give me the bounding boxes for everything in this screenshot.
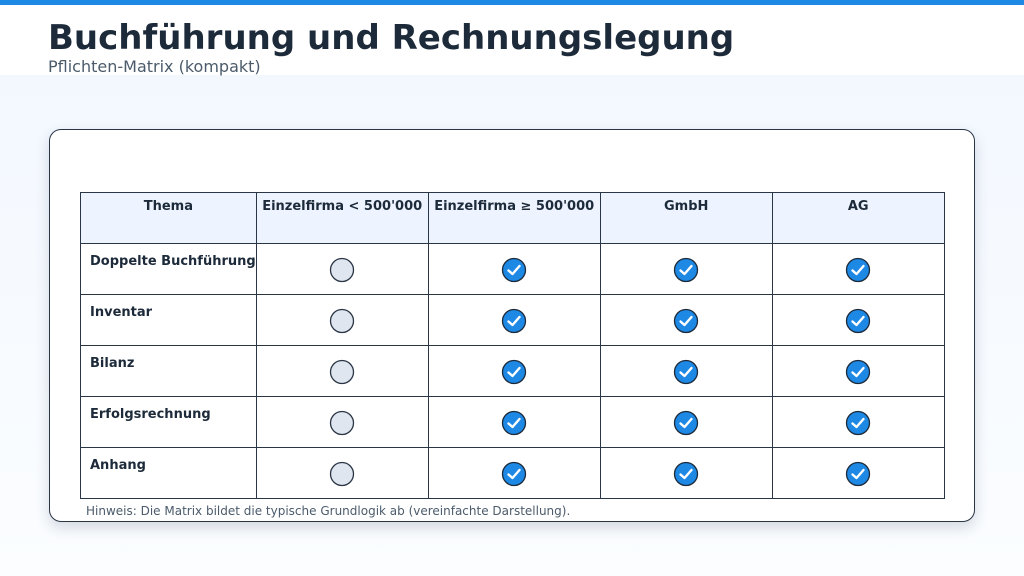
header-row: Thema Einzelfirma < 500'000 Einzelfirma ≥ … bbox=[80, 192, 945, 244]
check-mark bbox=[679, 468, 693, 480]
column-header: Thema bbox=[80, 192, 257, 244]
check-icon bbox=[674, 308, 699, 334]
column-header: Einzelfirma ≥ 500'000 bbox=[427, 192, 601, 244]
check-circle bbox=[846, 257, 871, 283]
row-label: Inventar bbox=[80, 294, 257, 346]
check-icon bbox=[846, 461, 871, 487]
check-mark bbox=[851, 366, 865, 378]
row: Anhang bbox=[80, 447, 945, 499]
check-icon bbox=[674, 461, 699, 487]
cell bbox=[255, 447, 429, 499]
empty-icon bbox=[330, 257, 355, 283]
check-circle bbox=[502, 461, 527, 487]
check-icon bbox=[502, 359, 527, 385]
cell bbox=[771, 447, 945, 499]
check-icon bbox=[502, 308, 527, 334]
check-mark bbox=[507, 468, 521, 480]
row: Inventar bbox=[80, 294, 945, 346]
empty-circle bbox=[330, 461, 355, 487]
row-label: Erfolgsrechnung bbox=[80, 396, 257, 448]
column-header: Einzelfirma < 500'000 bbox=[255, 192, 429, 244]
empty-icon bbox=[330, 410, 355, 436]
note: Hinweis: Die Matrix bildet die typische … bbox=[86, 504, 571, 518]
cell bbox=[599, 396, 773, 448]
empty-circle bbox=[330, 257, 355, 283]
check-icon bbox=[502, 461, 527, 487]
check-circle bbox=[502, 257, 527, 283]
check-mark bbox=[507, 264, 521, 276]
check-circle bbox=[674, 410, 699, 436]
empty-icon bbox=[330, 461, 355, 487]
check-circle bbox=[502, 308, 527, 334]
empty-circle bbox=[330, 410, 355, 436]
check-circle bbox=[846, 461, 871, 487]
row: Erfolgsrechnung bbox=[80, 396, 945, 448]
cell bbox=[771, 243, 945, 295]
empty-icon bbox=[330, 359, 355, 385]
cell bbox=[427, 294, 601, 346]
cell bbox=[599, 345, 773, 397]
cell bbox=[427, 243, 601, 295]
cell bbox=[599, 447, 773, 499]
check-mark bbox=[507, 417, 521, 429]
check-mark bbox=[851, 417, 865, 429]
check-icon bbox=[674, 359, 699, 385]
title: Buchführung und Rechnungslegung bbox=[48, 18, 735, 58]
check-circle bbox=[674, 308, 699, 334]
check-circle bbox=[846, 410, 871, 436]
cell bbox=[599, 243, 773, 295]
check-icon bbox=[674, 257, 699, 283]
cell bbox=[599, 294, 773, 346]
empty-icon bbox=[330, 308, 355, 334]
check-icon bbox=[674, 410, 699, 436]
check-circle bbox=[846, 308, 871, 334]
matrix-table: Thema Einzelfirma < 500'000 Einzelfirma ≥ … bbox=[80, 192, 945, 499]
row-label: Anhang bbox=[80, 447, 257, 499]
check-icon bbox=[846, 410, 871, 436]
check-mark bbox=[679, 417, 693, 429]
check-icon bbox=[846, 257, 871, 283]
check-mark bbox=[851, 264, 865, 276]
cell bbox=[427, 345, 601, 397]
cell bbox=[255, 396, 429, 448]
check-circle bbox=[502, 410, 527, 436]
cell bbox=[771, 396, 945, 448]
cell bbox=[771, 294, 945, 346]
check-icon bbox=[846, 359, 871, 385]
check-circle bbox=[674, 461, 699, 487]
subtitle: Pflichten-Matrix (kompakt) bbox=[48, 57, 261, 76]
cell bbox=[427, 396, 601, 448]
check-mark bbox=[679, 264, 693, 276]
top-bar bbox=[0, 0, 1024, 5]
check-mark bbox=[679, 315, 693, 327]
row-label: Bilanz bbox=[80, 345, 257, 397]
cell bbox=[255, 345, 429, 397]
row: Doppelte Buchführung bbox=[80, 243, 945, 295]
check-circle bbox=[674, 257, 699, 283]
row-label: Doppelte Buchführung bbox=[80, 243, 257, 295]
column-header: AG bbox=[771, 192, 945, 244]
empty-circle bbox=[330, 359, 355, 385]
check-icon bbox=[502, 257, 527, 283]
row: Bilanz bbox=[80, 345, 945, 397]
check-circle bbox=[502, 359, 527, 385]
column-header: GmbH bbox=[599, 192, 773, 244]
check-mark bbox=[679, 366, 693, 378]
cell bbox=[771, 345, 945, 397]
check-icon bbox=[846, 308, 871, 334]
check-mark bbox=[507, 315, 521, 327]
empty-circle bbox=[330, 308, 355, 334]
check-circle bbox=[674, 359, 699, 385]
cell bbox=[255, 243, 429, 295]
check-icon bbox=[502, 410, 527, 436]
check-circle bbox=[846, 359, 871, 385]
check-mark bbox=[851, 315, 865, 327]
cell bbox=[255, 294, 429, 346]
cell bbox=[427, 447, 601, 499]
check-mark bbox=[851, 468, 865, 480]
check-mark bbox=[507, 366, 521, 378]
